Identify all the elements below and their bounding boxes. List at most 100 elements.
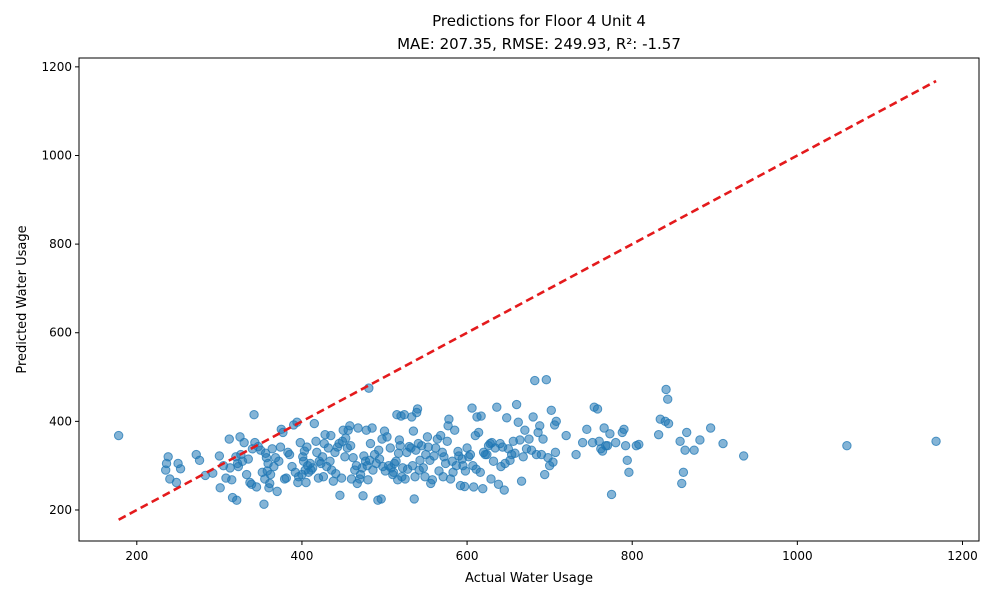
data-point — [571, 449, 581, 460]
data-point — [442, 436, 452, 446]
data-point — [468, 482, 479, 492]
data-point — [535, 421, 545, 431]
data-point — [358, 491, 368, 501]
data-point — [281, 473, 291, 483]
data-point — [215, 483, 225, 493]
data-point — [538, 434, 548, 444]
data-points — [113, 375, 941, 509]
data-point — [492, 402, 502, 412]
data-point — [842, 441, 852, 451]
data-point — [530, 375, 540, 386]
data-point — [400, 474, 410, 484]
data-point — [335, 490, 345, 501]
data-point — [407, 460, 418, 471]
data-point — [460, 466, 471, 476]
data-point — [311, 436, 321, 446]
data-point — [353, 423, 363, 433]
data-point — [307, 463, 318, 473]
data-point — [619, 424, 629, 435]
data-point — [513, 417, 523, 427]
data-point — [175, 464, 186, 474]
data-point — [340, 433, 351, 443]
data-point — [385, 443, 395, 453]
data-point — [622, 455, 632, 466]
data-point — [444, 414, 454, 424]
data-point — [577, 437, 588, 448]
data-point — [592, 404, 603, 414]
reference-line-y-equals-x — [118, 79, 937, 521]
data-point — [302, 442, 312, 452]
y-tick-label: 600 — [49, 326, 72, 340]
data-point — [284, 449, 295, 460]
data-point — [336, 473, 347, 483]
x-tick-label: 200 — [125, 549, 148, 563]
data-point — [265, 478, 275, 489]
data-point — [449, 425, 460, 435]
data-point — [224, 434, 234, 444]
data-point — [548, 457, 558, 467]
data-point — [348, 452, 358, 463]
y-tick-label: 800 — [49, 237, 72, 251]
data-point — [435, 430, 446, 441]
data-point — [323, 443, 334, 453]
data-point — [395, 441, 405, 451]
data-point — [680, 445, 690, 455]
data-point — [243, 454, 253, 464]
data-point — [163, 452, 173, 462]
data-point — [429, 451, 439, 461]
data-point — [374, 445, 384, 455]
data-point — [259, 499, 269, 509]
data-point — [275, 442, 286, 452]
data-point — [561, 430, 571, 441]
data-point — [493, 479, 504, 489]
data-point — [194, 455, 205, 466]
x-tick-label: 400 — [290, 549, 313, 563]
data-point — [363, 475, 373, 485]
y-tick-label: 1000 — [41, 148, 72, 162]
data-point — [520, 425, 530, 435]
data-point — [663, 418, 674, 429]
data-point — [393, 448, 404, 458]
data-point — [738, 451, 749, 461]
data-point — [599, 423, 609, 433]
data-point — [267, 444, 277, 454]
data-point — [677, 478, 687, 489]
data-point — [325, 456, 335, 466]
data-point — [225, 463, 235, 473]
data-point — [541, 375, 552, 385]
data-point — [408, 426, 419, 436]
y-tick-label: 400 — [49, 414, 72, 428]
data-point — [488, 456, 499, 466]
data-point — [486, 474, 496, 484]
data-point — [409, 494, 419, 504]
chart-subtitle: MAE: 207.35, RMSE: 249.93, R²: -1.57 — [397, 35, 681, 53]
data-point — [113, 430, 124, 441]
data-point — [265, 469, 276, 480]
data-point — [241, 469, 252, 480]
data-point — [171, 477, 182, 488]
chart-title: Predictions for Floor 4 Unit 4 — [432, 12, 646, 30]
plot-frame — [78, 57, 980, 542]
data-point — [518, 452, 528, 462]
data-point — [274, 456, 284, 466]
data-point — [606, 489, 617, 500]
data-point — [317, 452, 328, 462]
data-point — [511, 399, 522, 410]
data-point — [465, 449, 476, 460]
data-point — [249, 410, 259, 420]
data-point — [539, 469, 550, 480]
data-point — [430, 443, 441, 453]
data-point — [365, 438, 376, 449]
data-point — [382, 432, 392, 442]
x-tick-label: 800 — [621, 549, 644, 563]
data-point — [412, 404, 423, 414]
data-point — [551, 416, 561, 427]
data-point — [427, 475, 438, 485]
data-point — [295, 437, 305, 448]
data-point — [602, 441, 613, 451]
data-point — [301, 477, 311, 488]
data-point — [326, 430, 336, 441]
x-axis-ticks: 200 400 600 800 1000 1200 — [125, 541, 978, 563]
data-point — [309, 418, 320, 429]
